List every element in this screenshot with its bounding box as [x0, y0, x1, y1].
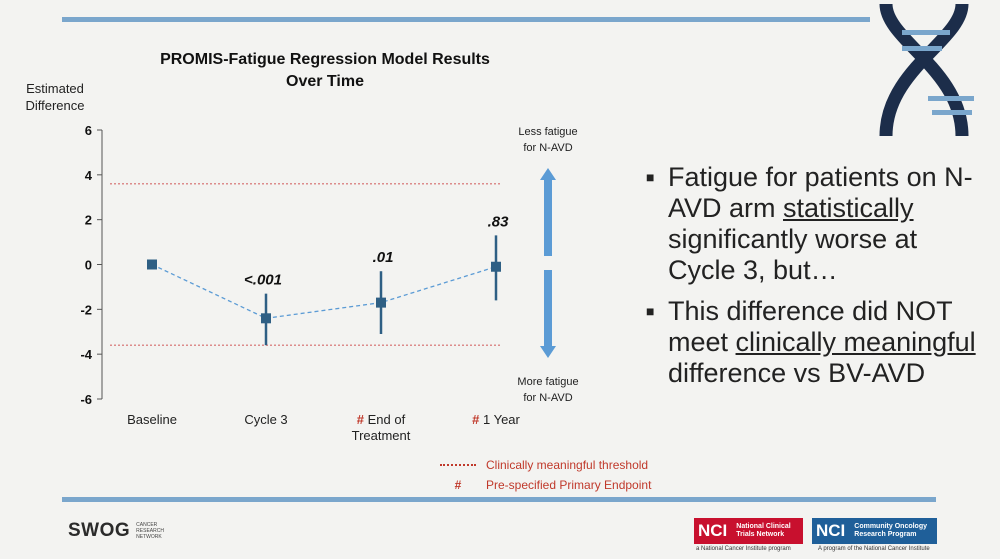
nci-corp-footnote: A program of the National Cancer Institu… [818, 546, 930, 552]
nci-corp-tag: NCI [812, 518, 850, 544]
dna-logo-icon [879, 3, 974, 137]
swog-subtitle: CANCER RESEARCH NETWORK [136, 522, 164, 540]
bullet-item: ■ Fatigue for patients on N-AVD arm stati… [646, 162, 976, 286]
bullet-item: ■ This difference did NOT meet clinically… [646, 296, 976, 389]
top-rule [62, 17, 870, 22]
x-tick-text: Baseline [127, 412, 177, 427]
chart-title: PROMIS-Fatigue Regression Model Results [160, 51, 490, 68]
swog-logo-text: SWOG [68, 520, 131, 541]
p-value-label: <.001 [244, 272, 282, 289]
nci-corp-logo: NCI Community Oncology Research Program [812, 518, 938, 544]
x-tick-text: Cycle 3 [244, 412, 287, 427]
y-axis-label: Estimated [26, 81, 84, 96]
bullet-text: Fatigue for patients on N-AVD arm statis… [668, 162, 976, 286]
data-point [376, 297, 386, 308]
y-axis-label: Difference [25, 98, 84, 113]
nci-ctn-name: National Clinical Trials Network [731, 518, 804, 544]
x-tick-label: Cycle 3 [244, 412, 287, 427]
arrow-label-top: for N-AVD [523, 142, 572, 154]
swog-logo: SWOG CANCER RESEARCH NETWORK [68, 520, 170, 542]
legend-endpoint-label: Pre-specified Primary Endpoint [486, 478, 652, 492]
legend-threshold-label: Clinically meaningful threshold [486, 458, 649, 472]
bullet-segment: difference vs BV-AVD [668, 358, 926, 388]
bullet-list: ■ Fatigue for patients on N-AVD arm stati… [646, 162, 976, 399]
x-tick-label: # 1 Year [472, 412, 520, 427]
bullet-emphasis: statistically [783, 193, 914, 223]
legend-threshold-line [440, 464, 476, 466]
endpoint-marker: # [472, 412, 483, 427]
bottom-rule [62, 497, 936, 502]
x-tick-text: Treatment [352, 428, 411, 443]
chart-legend: Clinically meaningful threshold # Pre-sp… [440, 455, 651, 495]
y-tick-label: -2 [80, 302, 92, 317]
arrow-label-bottom: More fatigue [517, 376, 578, 388]
data-point [147, 259, 157, 270]
y-tick-label: 4 [85, 168, 93, 183]
nci-ctn-tag: NCI [694, 518, 732, 544]
arrow-label-top: Less fatigue [518, 126, 577, 138]
legend-endpoint: # Pre-specified Primary Endpoint [440, 475, 652, 495]
bullet-square-icon: ■ [646, 303, 655, 319]
y-tick-label: 2 [85, 213, 92, 228]
bullet-square-icon: ■ [646, 169, 655, 185]
bullet-emphasis: clinically meaningful [735, 327, 976, 357]
chart-title: Over Time [286, 73, 364, 90]
x-tick-text: End of [368, 412, 406, 427]
x-tick-text: 1 Year [483, 412, 521, 427]
legend-endpoint-symbol: # [454, 478, 462, 492]
y-tick-label: 6 [85, 123, 92, 138]
nci-ctn-footnote: a National Cancer Institute program [696, 546, 791, 552]
y-tick-label: -4 [80, 347, 92, 362]
x-tick-label: Baseline [127, 412, 177, 427]
nci-corp-name: Community Oncology Research Program [849, 518, 938, 544]
y-tick-label: 0 [85, 258, 92, 273]
down-arrow-icon [540, 270, 556, 358]
bullet-segment: significantly worse at Cycle 3, but… [668, 224, 918, 285]
x-tick-label: # End of [357, 412, 406, 427]
data-point [261, 313, 271, 324]
bullet-text: This difference did NOT meet clinically … [668, 296, 976, 389]
p-value-label: .01 [373, 249, 394, 266]
regression-chart: PROMIS-Fatigue Regression Model Results O… [25, 51, 578, 443]
bullet-segment: Fatigue for patients on N-AVD arm [668, 162, 973, 223]
series-line [151, 263, 497, 319]
data-point [491, 261, 501, 272]
up-arrow-icon [540, 168, 556, 256]
endpoint-marker: # [357, 412, 368, 427]
arrow-label-bottom: for N-AVD [523, 392, 572, 404]
x-tick-label: Treatment [352, 428, 411, 443]
p-value-label: .83 [488, 213, 510, 230]
y-tick-label: -6 [80, 392, 92, 407]
nci-ctn-logo: NCI National Clinical Trials Network [694, 518, 804, 544]
bullet-segment: This difference did NOT meet [668, 296, 953, 357]
legend-threshold: Clinically meaningful threshold [440, 455, 651, 475]
